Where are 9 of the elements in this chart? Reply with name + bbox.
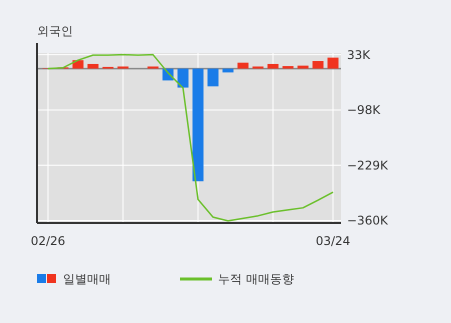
y-tick-label: −229K: [347, 158, 389, 172]
x-tick-label: 02/26: [30, 234, 66, 248]
y-tick-label: 33K: [347, 48, 372, 62]
y-tick-label: −98K: [347, 103, 382, 118]
legend-label: 일별매매: [63, 272, 111, 286]
legend-label: 누적 매매동향: [218, 272, 294, 286]
y-tick-label: −360K: [347, 214, 389, 228]
x-tick-label: 03/24: [316, 234, 350, 248]
chart-title: 외국인: [37, 24, 73, 38]
